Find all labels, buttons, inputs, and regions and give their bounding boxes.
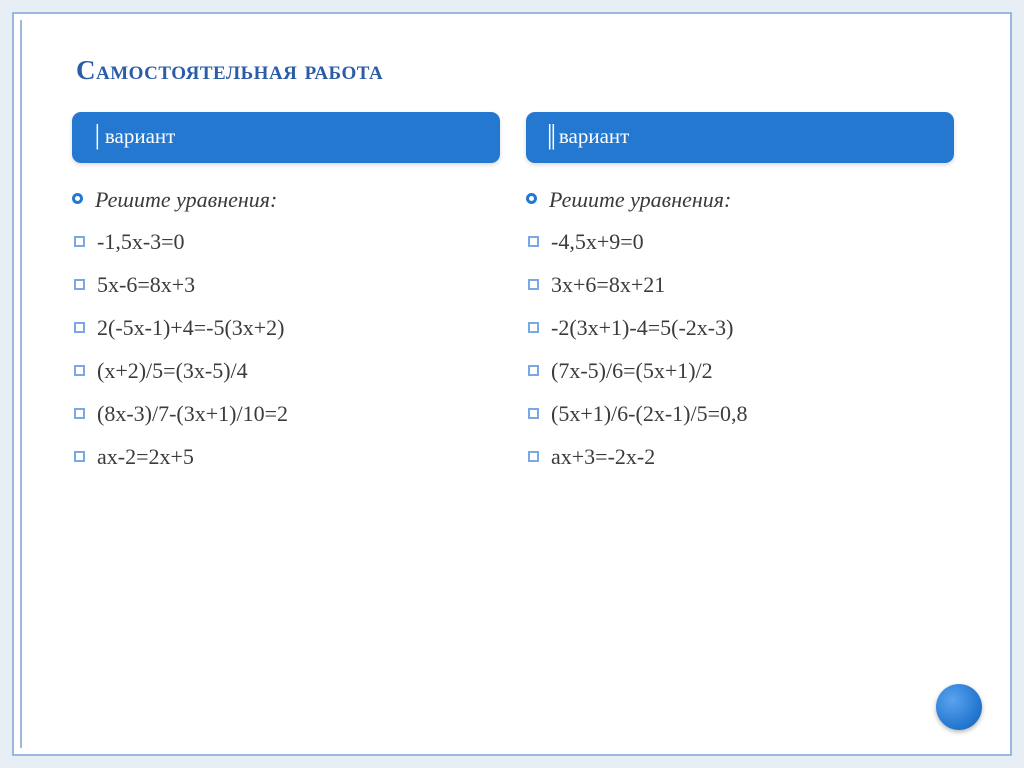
list-item: 5x-6=8x+3 (72, 272, 500, 298)
equation-text: 3x+6=8x+21 (551, 272, 665, 298)
equation-text: 2(-5x-1)+4=-5(3x+2) (97, 315, 285, 341)
list-item: ax-2=2x+5 (72, 444, 500, 470)
equation-text: (8x-3)/7-(3x+1)/10=2 (97, 401, 288, 427)
bullet-square-icon (528, 408, 539, 419)
column-right: ║вариант Решите уравнения: -4,5x+9=0 3x+… (526, 112, 954, 487)
bullet-square-icon (74, 451, 85, 462)
slide-title: Самостоятельная работа (72, 55, 954, 86)
intro-text-left: Решите уравнения: (95, 187, 277, 213)
bullet-square-icon (528, 451, 539, 462)
list-item: -2(3x+1)-4=5(-2x-3) (526, 315, 954, 341)
intro-text-right: Решите уравнения: (549, 187, 731, 213)
slide-frame: Самостоятельная работа │вариант Решите у… (12, 12, 1012, 756)
list-item: 2(-5x-1)+4=-5(3x+2) (72, 315, 500, 341)
bullet-circle-icon (72, 193, 83, 204)
equation-text: ax-2=2x+5 (97, 444, 194, 470)
list-item: (x+2)/5=(3x-5)/4 (72, 358, 500, 384)
bullet-square-icon (74, 365, 85, 376)
equation-text: -4,5x+9=0 (551, 229, 644, 255)
list-item: Решите уравнения: (526, 187, 954, 213)
bullet-square-icon (528, 322, 539, 333)
bullet-circle-icon (526, 193, 537, 204)
list-item: (8x-3)/7-(3x+1)/10=2 (72, 401, 500, 427)
equation-text: (x+2)/5=(3x-5)/4 (97, 358, 248, 384)
bullet-square-icon (528, 279, 539, 290)
list-item: (7x-5)/6=(5x+1)/2 (526, 358, 954, 384)
column-left: │вариант Решите уравнения: -1,5x-3=0 5x-… (72, 112, 500, 487)
bullet-square-icon (528, 365, 539, 376)
equation-text: ax+3=-2x-2 (551, 444, 655, 470)
equation-text: -2(3x+1)-4=5(-2x-3) (551, 315, 733, 341)
bullet-square-icon (74, 279, 85, 290)
variant-header-1: │вариант (72, 112, 500, 163)
list-item: (5x+1)/6-(2x-1)/5=0,8 (526, 401, 954, 427)
equation-text: -1,5x-3=0 (97, 229, 185, 255)
list-item: 3x+6=8x+21 (526, 272, 954, 298)
bullet-square-icon (528, 236, 539, 247)
equation-text: (7x-5)/6=(5x+1)/2 (551, 358, 713, 384)
list-item: -4,5x+9=0 (526, 229, 954, 255)
equation-text: (5x+1)/6-(2x-1)/5=0,8 (551, 401, 748, 427)
bullet-square-icon (74, 236, 85, 247)
slide-inner: Самостоятельная работа │вариант Решите у… (20, 20, 1004, 748)
list-item: -1,5x-3=0 (72, 229, 500, 255)
equation-text: 5x-6=8x+3 (97, 272, 195, 298)
bullet-square-icon (74, 408, 85, 419)
variant-header-2: ║вариант (526, 112, 954, 163)
columns-container: │вариант Решите уравнения: -1,5x-3=0 5x-… (72, 112, 954, 487)
list-item: Решите уравнения: (72, 187, 500, 213)
bullet-square-icon (74, 322, 85, 333)
decorative-sphere-icon (936, 684, 982, 730)
list-item: ax+3=-2x-2 (526, 444, 954, 470)
